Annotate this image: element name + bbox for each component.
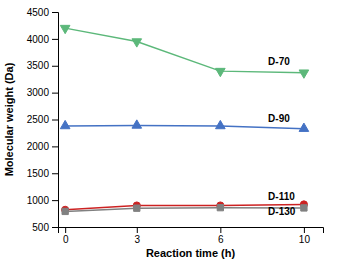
y-tick: 3500	[27, 60, 58, 71]
y-tick-mark	[52, 66, 58, 67]
annotation: D-90	[268, 113, 290, 124]
x-tick-mark	[304, 227, 305, 233]
y-tick-label: 1500	[27, 168, 50, 179]
y-tick-mark	[52, 200, 58, 201]
y-tick: 1000	[27, 195, 58, 206]
x-tick-label: 0	[63, 234, 69, 245]
x-tick: 0	[63, 227, 69, 245]
series-marker	[216, 68, 226, 76]
x-tick-mark	[220, 227, 221, 233]
x-tick: 6	[218, 227, 224, 245]
annotation: D-110	[268, 191, 295, 202]
annotation: D-70	[268, 56, 290, 67]
series-marker	[299, 70, 309, 78]
y-tick: 500	[32, 222, 58, 233]
series-marker	[299, 123, 309, 131]
y-tick: 2500	[27, 114, 58, 125]
y-tick-label: 3000	[27, 87, 50, 98]
y-axis-title: Molecular weight (Da)	[3, 62, 15, 176]
x-tick-mark	[65, 227, 66, 233]
y-axis-line	[52, 13, 59, 228]
y-tick-mark	[52, 39, 58, 40]
y-tick-mark	[52, 173, 58, 174]
y-tick-mark	[52, 146, 58, 147]
y-tick-label: 4000	[27, 34, 50, 45]
series-line	[65, 125, 304, 128]
series-marker	[301, 205, 307, 211]
series-line	[65, 28, 304, 73]
y-axis: 500 1000 1500 2000 2500 3000 3500 4000 4500	[27, 7, 59, 233]
series-marker	[60, 25, 70, 33]
y-tick: 4000	[27, 34, 58, 45]
y-tick-mark	[52, 227, 58, 228]
y-tick: 1500	[27, 168, 58, 179]
y-tick-label: 3500	[27, 60, 50, 71]
x-axis-line	[59, 228, 324, 234]
x-tick-label: 3	[135, 234, 141, 245]
x-tick-mark	[137, 227, 138, 233]
annotations: D-70 D-90 D-110 D-130	[268, 56, 296, 217]
y-tick: 3000	[27, 87, 58, 98]
series-marker	[60, 120, 70, 128]
y-tick-mark	[52, 93, 58, 94]
series-marker	[216, 120, 226, 128]
series-marker	[62, 208, 68, 214]
x-tick: 10	[299, 227, 311, 245]
x-tick: 3	[135, 227, 141, 245]
y-tick-mark	[52, 120, 58, 121]
series-marker	[132, 39, 142, 47]
series-marker	[134, 205, 140, 211]
y-tick: 2000	[27, 141, 58, 152]
y-tick: 4500	[27, 7, 58, 18]
chart: 0 3 6 10 500 1000 1500 2000 2500 3000 3500 4000 4500…	[0, 0, 337, 263]
x-axis: 0 3 6 10	[59, 227, 324, 245]
y-tick-label: 1000	[27, 195, 50, 206]
y-tick-mark	[52, 12, 58, 13]
x-axis-title: Reaction time (h)	[146, 247, 236, 259]
x-tick-label: 6	[218, 234, 224, 245]
y-tick-label: 4500	[27, 7, 50, 18]
y-tick-label: 500	[32, 222, 49, 233]
series-marker	[132, 120, 142, 128]
y-tick-label: 2500	[27, 114, 50, 125]
y-tick-label: 2000	[27, 141, 50, 152]
x-tick-label: 10	[299, 234, 311, 245]
series-marker	[217, 204, 223, 210]
annotation: D-130	[268, 206, 296, 217]
plot-area	[60, 25, 308, 214]
